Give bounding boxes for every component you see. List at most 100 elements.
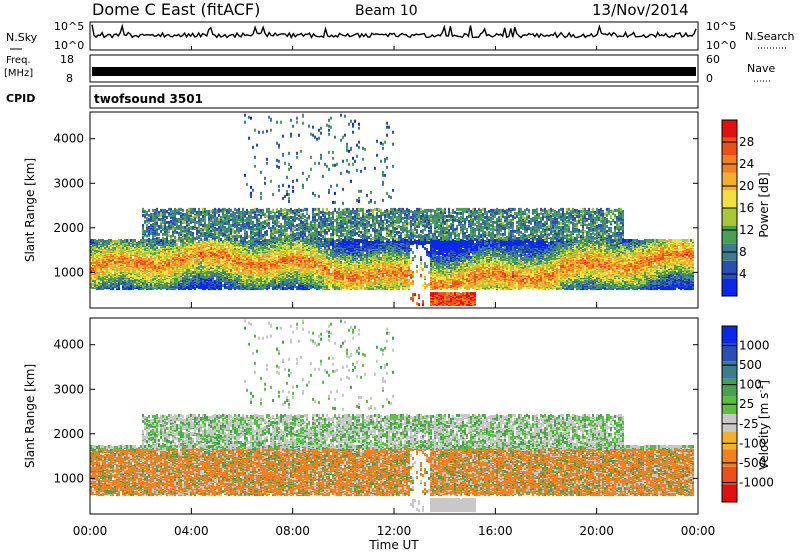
heatmap-cell [262,212,264,215]
heatmap-cell [262,234,264,237]
heatmap-cell [190,218,192,221]
heatmap-cell [276,237,278,240]
heatmap-cell [180,221,182,224]
heatmap-cell [240,272,242,275]
heatmap-cell [248,137,250,140]
heatmap-cell [212,209,214,212]
heatmap-cell [256,278,258,281]
heatmap-cell [264,177,266,180]
heatmap-cell [206,258,208,261]
heatmap-cell [96,263,98,266]
heatmap-cell [242,208,244,211]
heatmap-cell [256,214,258,217]
heatmap-cell [172,239,174,242]
heatmap-cell [240,220,242,223]
heatmap-cell [202,266,204,269]
heatmap-cell [180,237,182,240]
heatmap-cell [234,235,236,238]
heatmap-cell [270,245,272,248]
heatmap-cell [102,249,104,252]
heatmap-cell [260,171,262,174]
heatmap-cell [146,277,148,280]
heatmap-cell [206,235,208,238]
heatmap-cell [134,270,136,273]
heatmap-cell [278,166,280,169]
heatmap-cell [194,218,196,221]
heatmap-cell [214,250,216,253]
heatmap-cell [154,273,156,276]
heatmap-cell [284,266,286,269]
heatmap-cell [286,190,288,193]
heatmap-cell [290,220,292,223]
heatmap-cell [280,121,282,124]
heatmap-cell [288,193,290,196]
heatmap-cell [220,259,222,262]
heatmap-cell [248,235,250,238]
heatmap-cell [270,215,272,218]
heatmap-cell [164,209,166,212]
heatmap-cell [154,265,156,268]
heatmap-cell [144,230,146,233]
heatmap-cell [236,254,238,257]
heatmap-cell [260,225,262,228]
heatmap-cell [186,272,188,275]
heatmap-cell [258,209,260,212]
heatmap-cell [288,163,290,166]
heatmap-cell [290,166,292,169]
heatmap-cell [176,231,178,234]
heatmap-cell [236,222,238,225]
heatmap-cell [162,242,164,245]
heatmap-cell [178,218,180,221]
heatmap-cell [154,241,156,244]
heatmap-cell [220,209,222,212]
heatmap-cell [224,219,226,222]
heatmap-cell [292,264,294,267]
heatmap-cell [114,283,116,286]
heatmap-cell [160,230,162,233]
heatmap-cell [252,146,254,149]
heatmap-cell [142,224,144,227]
heatmap-cell [160,209,162,212]
heatmap-cell [236,209,238,212]
heatmap-cell [264,213,266,216]
heatmap-cell [164,238,166,241]
heatmap-cell [184,234,186,237]
heatmap-cell [196,227,198,230]
heatmap-cell [250,231,252,234]
heatmap-cell [274,239,276,242]
heatmap-cell [252,286,254,289]
heatmap-cell [252,209,254,212]
heatmap-cell [224,242,226,245]
heatmap-cell [234,238,236,241]
heatmap-cell [286,217,288,220]
heatmap-cell [256,269,258,272]
heatmap-cell [254,224,256,227]
heatmap-cell [102,239,104,242]
heatmap-cell [260,222,262,225]
heatmap-cell [278,210,280,213]
heatmap-cell [272,209,274,212]
heatmap-cell [196,242,198,245]
heatmap-cell [236,215,238,218]
heatmap-cell [288,200,290,203]
heatmap-cell [238,216,240,219]
heatmap-cell [278,241,280,244]
heatmap-cell [116,240,118,243]
heatmap-cell [250,186,252,189]
heatmap-cell [222,240,224,243]
heatmap-cell [208,222,210,225]
heatmap-cell [150,270,152,273]
heatmap-cell [142,214,144,217]
heatmap-cell [220,216,222,219]
nsky-label: N.Sky [6,31,38,44]
heatmap-cell [164,225,166,228]
heatmap-cell [244,214,246,217]
heatmap-cell [266,239,268,242]
heatmap-cell [176,249,178,252]
heatmap-cell [284,225,286,228]
heatmap-cell [270,249,272,252]
heatmap-cell [280,226,282,229]
heatmap-cell [276,215,278,218]
heatmap-cell [284,215,286,218]
heatmap-cell [238,235,240,238]
